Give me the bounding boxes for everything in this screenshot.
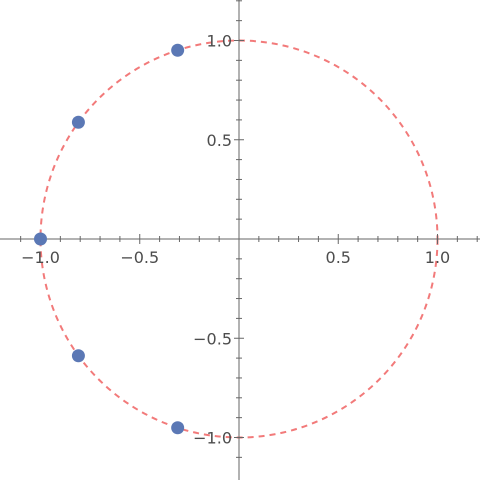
y-tick-label: 0.5 <box>207 131 232 150</box>
data-point <box>171 421 185 435</box>
y-tick-label: −1.0 <box>193 429 232 448</box>
y-tick-label: 1.0 <box>207 32 232 51</box>
data-point <box>34 232 47 246</box>
points-layer <box>34 43 185 435</box>
data-point <box>171 43 185 57</box>
x-tick-label: 1.0 <box>425 248 450 267</box>
x-tick-label: 0.5 <box>326 248 351 267</box>
x-tick-label: −0.5 <box>120 248 159 267</box>
data-point <box>71 115 85 129</box>
data-point <box>71 349 85 363</box>
x-tick-label: −1.0 <box>21 248 60 267</box>
ticks-layer <box>20 0 478 458</box>
y-tick-label: −0.5 <box>193 329 232 348</box>
tick-labels-layer: −1.0 −0.5 0.5 1.0 1.0 0.5 −0.5 −1.0 <box>21 32 450 448</box>
